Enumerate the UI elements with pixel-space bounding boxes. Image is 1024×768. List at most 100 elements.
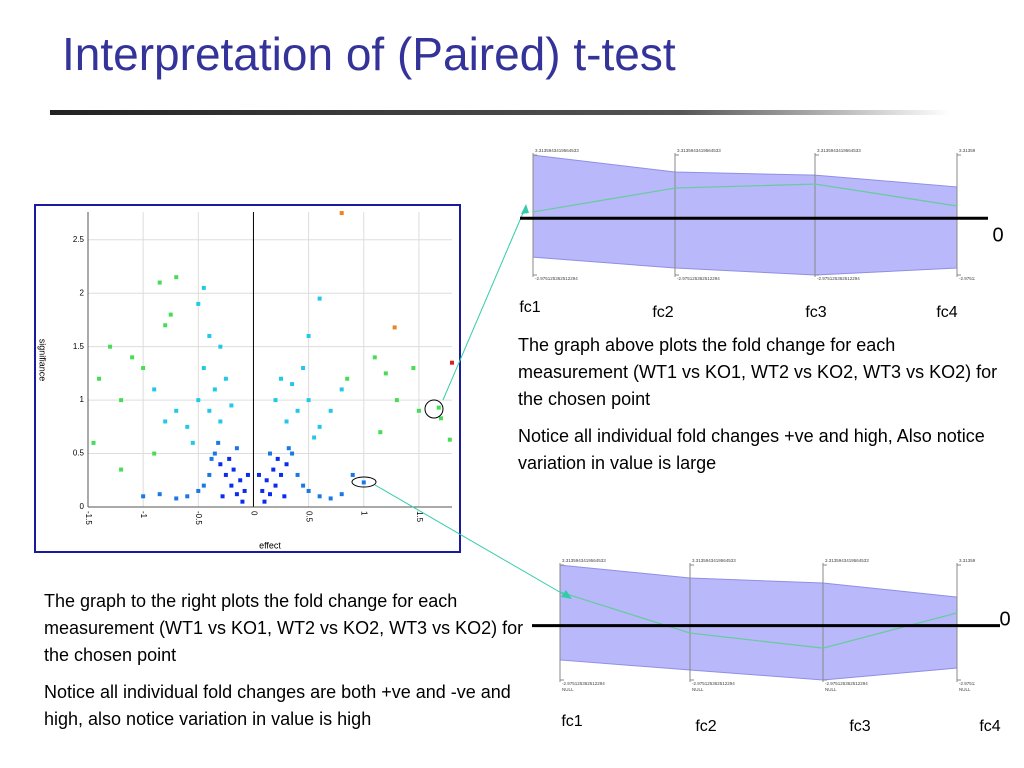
- point: [152, 387, 157, 392]
- point: [220, 494, 225, 499]
- category-label: fc1: [519, 299, 540, 316]
- point: [392, 325, 397, 330]
- axis-value-label: 3.3135943419564533: [817, 148, 861, 153]
- connector: [442, 205, 527, 401]
- x-tick-label: 0: [249, 511, 258, 516]
- band: [559, 564, 958, 681]
- point: [306, 333, 311, 338]
- category-label: fc1: [561, 713, 582, 730]
- category-label: fc3: [849, 718, 870, 735]
- axis-note: NULL: [825, 687, 837, 692]
- point: [328, 496, 333, 501]
- point: [97, 376, 102, 381]
- category-label: fc3: [805, 304, 826, 321]
- paragraph: Notice all individual fold changes +ve a…: [518, 426, 985, 473]
- y-tick-label: 1.5: [73, 342, 85, 351]
- point: [141, 366, 146, 371]
- point: [157, 280, 162, 285]
- category-label: fc4: [936, 304, 957, 321]
- point: [378, 430, 383, 435]
- point: [223, 472, 228, 477]
- point: [290, 382, 295, 387]
- point: [216, 440, 221, 445]
- point: [207, 472, 212, 477]
- point: [240, 499, 245, 504]
- point: [174, 275, 179, 280]
- point: [212, 387, 217, 392]
- category-label: fc2: [695, 718, 716, 735]
- point: [372, 355, 377, 360]
- point: [163, 419, 168, 424]
- category-label: fc2: [652, 304, 673, 321]
- point: [174, 408, 179, 413]
- point: [284, 462, 289, 467]
- axis-value-label: -2.975125362512294: [677, 276, 720, 281]
- point: [119, 467, 124, 472]
- point: [383, 371, 388, 376]
- point: [295, 472, 300, 477]
- point: [286, 446, 291, 451]
- y-axis-label: signifiance: [38, 339, 48, 382]
- point: [268, 451, 272, 456]
- point: [223, 376, 228, 381]
- point: [447, 437, 452, 442]
- x-tick-label: 1.5: [415, 511, 424, 523]
- x-tick-label: -1: [139, 511, 148, 519]
- x-tick-label: 1: [360, 511, 369, 516]
- line: [559, 591, 958, 649]
- axis-value-label: -2.975125362512294: [825, 681, 868, 686]
- point: [152, 451, 157, 456]
- point: [411, 366, 416, 371]
- band: [532, 154, 958, 276]
- point: [260, 488, 265, 493]
- point: [262, 499, 267, 504]
- axis-note: NULL: [692, 687, 704, 692]
- paragraph: The graph to the right plots the fold ch…: [44, 591, 524, 665]
- point: [245, 472, 250, 477]
- point: [282, 494, 287, 499]
- axis-value-label: 3.3135943419564533: [692, 558, 736, 563]
- paragraph: Notice all individual fold changes are b…: [44, 682, 511, 729]
- point: [238, 478, 243, 483]
- point: [168, 312, 173, 317]
- highlight-ellipse: [351, 476, 377, 488]
- axis-value-label: 3.3135943419564533: [677, 148, 721, 153]
- point: [157, 492, 162, 497]
- highlight-circle: [424, 399, 444, 419]
- point: [130, 355, 135, 360]
- axis-value-label: -2.975125362512294: [692, 681, 735, 686]
- point: [264, 478, 269, 483]
- point: [229, 403, 234, 408]
- point: [279, 472, 284, 477]
- point: [227, 456, 232, 461]
- point: [229, 483, 234, 488]
- paragraph: The graph above plots the fold change fo…: [518, 335, 998, 409]
- point: [361, 480, 366, 485]
- axis-value-label: 3.3135943419564533: [535, 148, 579, 153]
- point: [201, 483, 206, 488]
- point: [317, 494, 322, 499]
- point: [290, 451, 295, 456]
- point: [328, 408, 333, 413]
- point: [174, 496, 179, 501]
- axis-note: NULL: [959, 687, 971, 692]
- point: [207, 408, 212, 413]
- point: [196, 398, 201, 403]
- reference-label: 0: [999, 608, 1010, 630]
- point: [273, 398, 278, 403]
- point: [256, 472, 261, 477]
- point: [301, 366, 306, 371]
- point: [209, 456, 214, 461]
- point: [242, 488, 247, 493]
- plot-frame: [34, 204, 461, 553]
- point: [450, 360, 454, 365]
- axis-value-label: -2.975125362512294: [959, 276, 1002, 281]
- point: [218, 462, 223, 467]
- point: [185, 424, 190, 429]
- point: [207, 333, 212, 338]
- point: [273, 483, 278, 488]
- axis-value-label: 3.3135943419564533: [562, 558, 606, 563]
- connector: [374, 484, 571, 599]
- point: [91, 440, 96, 445]
